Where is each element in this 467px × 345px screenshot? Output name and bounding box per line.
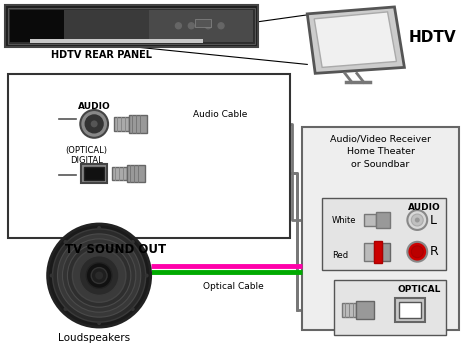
Bar [342,303,356,317]
Bar [84,167,104,180]
Text: Audio Cable: Audio Cable [193,110,247,119]
Circle shape [48,224,151,327]
Bar [129,115,147,133]
Bar [399,302,421,318]
Circle shape [97,321,101,325]
Bar [302,127,459,330]
Bar [8,74,290,238]
Circle shape [91,120,98,127]
Circle shape [145,274,149,277]
Bar [64,10,149,42]
Bar [322,198,446,269]
Bar [112,167,127,180]
Bar [334,280,446,335]
Circle shape [64,240,67,244]
Text: (OPTICAL)
DIGITAL: (OPTICAL) DIGITAL [65,146,107,165]
Bar [114,117,129,131]
Bar [396,298,425,322]
Circle shape [95,272,103,279]
Bar [364,214,375,226]
Circle shape [72,249,126,302]
Bar [81,164,107,183]
Text: AUDIO: AUDIO [408,203,441,212]
Text: White: White [332,216,356,225]
Polygon shape [314,12,396,67]
Text: AUDIO: AUDIO [78,101,111,110]
Circle shape [64,307,67,311]
Bar [382,243,389,261]
Circle shape [407,242,427,262]
Bar [127,165,145,183]
Circle shape [131,307,135,311]
Text: Optical Cable: Optical Cable [203,283,263,292]
Circle shape [188,23,194,29]
Circle shape [50,274,54,277]
Circle shape [86,263,112,288]
Circle shape [205,23,211,29]
Text: OPTICAL: OPTICAL [398,285,441,294]
Bar [5,5,258,47]
Circle shape [218,23,224,29]
Circle shape [411,214,423,226]
Bar [149,10,253,42]
Circle shape [85,115,103,133]
Text: Loudspeakers: Loudspeakers [58,333,130,343]
Text: HDTV: HDTV [408,30,456,45]
Circle shape [53,229,146,322]
Bar [10,10,64,42]
Circle shape [67,244,131,307]
Circle shape [131,240,135,244]
Circle shape [80,110,108,138]
Text: Red: Red [332,251,348,260]
Circle shape [407,210,427,230]
Text: L: L [430,214,437,227]
Circle shape [97,226,101,230]
Bar [374,241,382,263]
Bar [30,39,203,43]
Text: HDTV REAR PANEL: HDTV REAR PANEL [50,50,151,60]
Circle shape [176,23,181,29]
Circle shape [63,239,136,312]
Text: Audio/Video Receiver
Home Theater
or Soundbar: Audio/Video Receiver Home Theater or Sou… [330,135,431,169]
Circle shape [79,256,119,295]
Bar [364,243,374,261]
Bar [356,301,374,319]
Text: TV SOUND OUT: TV SOUND OUT [65,243,166,256]
Bar [375,212,389,228]
Circle shape [91,268,107,284]
Text: R: R [430,245,439,258]
Bar [8,8,255,43]
Polygon shape [307,7,404,73]
Bar [195,19,211,27]
Circle shape [411,246,423,258]
Circle shape [415,218,420,223]
Circle shape [57,234,141,317]
